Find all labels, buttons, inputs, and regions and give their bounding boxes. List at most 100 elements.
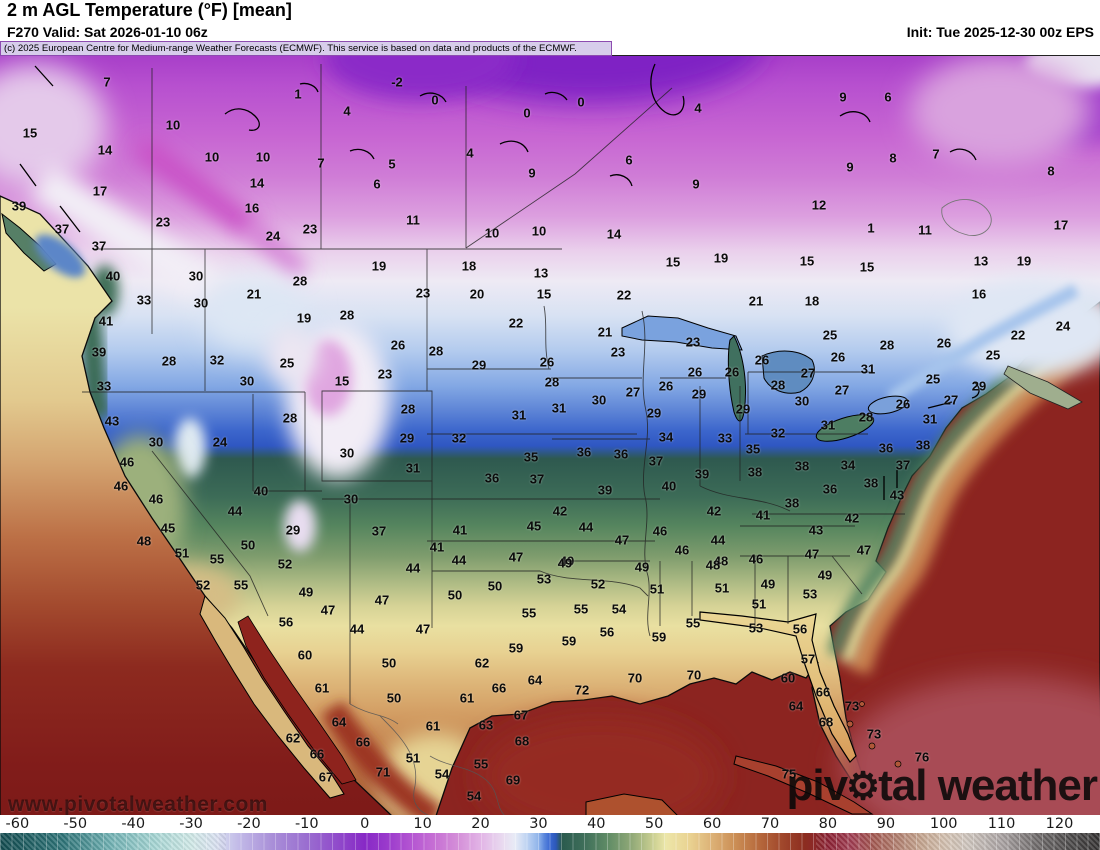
temp-label: -2 (391, 74, 403, 90)
colorbar-tick-70: 70 (760, 816, 780, 832)
temp-label: 56 (599, 624, 615, 640)
temp-label: 1 (867, 220, 875, 236)
temp-label: 51 (649, 581, 665, 597)
temp-label: 47 (320, 602, 336, 618)
temp-label: 23 (415, 285, 431, 301)
temp-label: 26 (895, 396, 911, 412)
temp-label: 42 (844, 510, 860, 526)
colorbar-tick--40: -40 (121, 816, 146, 832)
temp-label: 33 (96, 378, 112, 394)
temp-label: 29 (399, 430, 415, 446)
temp-label: 56 (278, 614, 294, 630)
temp-label: 28 (400, 401, 416, 417)
temp-label: 11 (918, 222, 932, 238)
yucatan (585, 793, 679, 816)
cuba (733, 755, 874, 815)
temp-label: 68 (818, 714, 834, 730)
temp-label: 30 (339, 445, 355, 461)
temp-label: 22 (1010, 327, 1026, 343)
temp-label: 12 (811, 197, 827, 213)
temp-label: 61 (459, 690, 475, 706)
temp-label: 35 (745, 441, 761, 457)
colorbar-tick-90: 90 (876, 816, 896, 832)
temp-label: 36 (822, 481, 838, 497)
temp-label: 49 (760, 576, 776, 592)
temp-label: 44 (227, 503, 243, 519)
temp-label: 46 (148, 491, 164, 507)
temp-label: 25 (822, 327, 838, 343)
temp-label: 22 (508, 315, 524, 331)
temp-label: 39 (11, 198, 27, 214)
temp-label: 30 (188, 268, 204, 284)
temp-label: 67 (513, 707, 529, 723)
cold-air-blobs (0, 56, 1100, 552)
temp-label: 31 (922, 411, 938, 427)
temp-label: 41 (755, 507, 771, 523)
temp-label: 27 (625, 384, 641, 400)
temp-label: 68 (514, 733, 530, 749)
temp-label: 53 (802, 586, 818, 602)
temp-label: 26 (724, 364, 740, 380)
temp-label: 61 (314, 680, 330, 696)
state-borders (82, 64, 905, 704)
colorbar-tick-50: 50 (644, 816, 664, 832)
temp-label: 0 (431, 92, 439, 108)
temp-label: 55 (233, 577, 249, 593)
temp-label: 49 (559, 553, 575, 569)
temp-label: 64 (527, 672, 543, 688)
temp-label: 51 (405, 750, 421, 766)
temp-label: 14 (249, 175, 265, 191)
temp-label: 8 (1047, 163, 1055, 179)
temp-label: 38 (747, 464, 763, 480)
gear-icon: ⚙ (846, 766, 880, 808)
temp-label: 45 (160, 520, 176, 536)
temp-label: 47 (614, 532, 630, 548)
temp-label: 55 (685, 615, 701, 631)
temp-label: 37 (91, 238, 107, 254)
temp-label: 27 (943, 392, 959, 408)
temp-label: 49 (298, 584, 314, 600)
temp-label: 60 (297, 647, 313, 663)
temp-label: 48 (705, 557, 721, 573)
temp-label: 46 (748, 551, 764, 567)
temp-label: 30 (343, 491, 359, 507)
temp-label: 30 (193, 295, 209, 311)
temp-label: 52 (277, 556, 293, 572)
temp-label: 21 (748, 293, 764, 309)
temp-label: 23 (155, 214, 171, 230)
temp-label: 67 (318, 769, 334, 785)
temp-label: 26 (658, 378, 674, 394)
temp-label: 37 (529, 471, 545, 487)
temp-label: 71 (375, 764, 391, 780)
temp-label: 28 (858, 409, 874, 425)
temp-label: 66 (309, 746, 325, 762)
temp-label: 4 (694, 100, 702, 116)
temp-label: 32 (770, 425, 786, 441)
temp-label: 39 (91, 344, 107, 360)
temp-label: 51 (714, 580, 730, 596)
temp-label: 46 (113, 478, 129, 494)
temp-label: 8 (889, 150, 897, 166)
temp-label: 10 (204, 149, 220, 165)
temp-label: 36 (613, 446, 629, 462)
temp-label: 59 (508, 640, 524, 656)
temp-label: 50 (386, 690, 402, 706)
temp-label: 39 (597, 482, 613, 498)
temp-label: 36 (576, 444, 592, 460)
temp-label: 41 (429, 539, 445, 555)
temp-label: 73 (866, 726, 882, 742)
colorbar-tick-80: 80 (818, 816, 838, 832)
page-title: 2 m AGL Temperature (°F) [mean] (7, 0, 292, 20)
st-lawrence-river (886, 284, 1080, 404)
temp-label: 15 (22, 125, 38, 141)
temp-label: 34 (658, 429, 674, 445)
temp-label: 19 (371, 258, 387, 274)
temp-label: 33 (136, 292, 152, 308)
terrain-squiggles (19, 63, 980, 500)
temp-label: 50 (487, 578, 503, 594)
gulf-warm-core (480, 716, 720, 816)
colorbar-cell-grid (0, 833, 1100, 850)
nova-scotia (1003, 365, 1083, 410)
temp-label: 28 (428, 343, 444, 359)
temp-label: 60 (780, 670, 796, 686)
